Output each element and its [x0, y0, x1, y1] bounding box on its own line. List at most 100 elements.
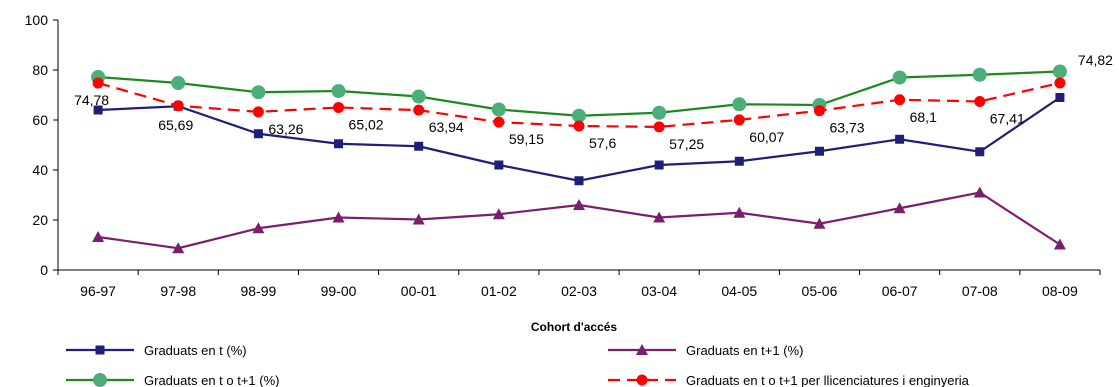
- data-point: [93, 105, 103, 115]
- data-point: [974, 95, 986, 107]
- data-point: [894, 94, 906, 106]
- data-point: [975, 147, 985, 157]
- y-tick-label: 0: [40, 262, 48, 278]
- data-label: 67,41: [990, 110, 1025, 126]
- x-tick-label: 02-03: [561, 283, 597, 299]
- legend-item: Graduats en t o t+1 (%): [66, 373, 279, 387]
- series-layer: [91, 64, 1067, 254]
- x-tick-label: 07-08: [962, 283, 998, 299]
- legend-label: Graduats en t o t+1 (%): [144, 373, 279, 387]
- data-point: [895, 134, 905, 144]
- axes: 0 20 40 60 80 100 96-97 97-98 98-99 99-00 00-01 01-…: [25, 12, 1101, 299]
- legend-item: Graduats en t o t+1 per llicenciatures i…: [608, 373, 970, 387]
- legend-item: Graduats en t (%): [66, 343, 247, 358]
- y-tick-label: 60: [32, 112, 48, 128]
- data-label: 63,73: [829, 120, 864, 136]
- x-tick-label: 04-05: [721, 283, 757, 299]
- data-point: [733, 114, 745, 126]
- data-point: [95, 345, 105, 355]
- data-point: [574, 176, 584, 186]
- data-point: [412, 213, 425, 225]
- data-label: 74,82: [1078, 52, 1113, 68]
- legend-item: Graduats en t+1 (%): [608, 343, 803, 358]
- data-point: [252, 222, 265, 234]
- data-point: [732, 97, 747, 112]
- x-tick-label: 06-07: [882, 283, 918, 299]
- x-tick-label: 05-06: [802, 283, 838, 299]
- data-point: [892, 70, 907, 85]
- data-point: [413, 104, 425, 116]
- data-label: 63,26: [268, 121, 303, 137]
- data-label: 60,07: [749, 129, 784, 145]
- data-point: [494, 160, 504, 170]
- data-point: [893, 202, 906, 214]
- x-axis-title: Cohort d'accés: [531, 320, 618, 334]
- data-point: [93, 373, 107, 387]
- data-point: [411, 89, 426, 104]
- data-point: [172, 242, 185, 254]
- data-point: [172, 100, 184, 112]
- y-tick-label: 80: [32, 62, 48, 78]
- x-tick-label: 08-09: [1042, 283, 1078, 299]
- data-point: [653, 121, 665, 133]
- data-point: [1054, 77, 1066, 89]
- data-point: [414, 141, 424, 151]
- data-point: [636, 344, 648, 355]
- data-point: [814, 146, 824, 156]
- data-point: [636, 374, 648, 386]
- x-tick-label: 00-01: [401, 283, 437, 299]
- data-point: [493, 116, 505, 128]
- series-1: [93, 93, 1065, 186]
- x-tick-label: 96-97: [80, 283, 116, 299]
- data-point: [171, 76, 186, 90]
- data-label: 59,15: [509, 131, 544, 147]
- x-tick-label: 01-02: [481, 283, 517, 299]
- data-point: [573, 120, 585, 132]
- data-point: [573, 199, 585, 210]
- y-tick-label: 40: [32, 162, 48, 178]
- data-point: [572, 108, 586, 123]
- data-point: [92, 77, 104, 89]
- data-point: [251, 85, 266, 100]
- data-label: 74,78: [74, 92, 109, 108]
- series-4: [92, 77, 1066, 133]
- legend-label: Graduats en t+1 (%): [686, 343, 803, 358]
- y-tick-label: 20: [32, 212, 48, 228]
- series-2: [92, 186, 1066, 254]
- data-point: [332, 211, 345, 223]
- data-point: [1055, 93, 1065, 102]
- data-point: [734, 156, 744, 166]
- data-label: 63,94: [429, 119, 464, 135]
- data-label: 68,1: [910, 109, 937, 125]
- data-point: [972, 67, 987, 82]
- legend: Graduats en t (%) Graduats en t+1 (%) Grad…: [66, 343, 970, 387]
- data-point: [973, 186, 986, 198]
- data-point: [331, 84, 346, 98]
- x-tick-label: 98-99: [240, 283, 276, 299]
- y-tick-label: 100: [25, 12, 49, 28]
- x-tick-label: 97-98: [160, 283, 196, 299]
- data-point: [92, 231, 105, 242]
- data-point: [1052, 64, 1067, 79]
- legend-label: Graduats en t (%): [144, 343, 247, 358]
- legend-label: Graduats en t o t+1 per llicenciatures i…: [686, 373, 970, 387]
- data-point: [652, 105, 667, 120]
- data-point: [813, 217, 826, 229]
- data-point: [253, 129, 263, 139]
- data-point: [813, 105, 825, 117]
- data-point: [733, 206, 746, 218]
- data-point: [654, 160, 664, 170]
- data-label: 57,25: [669, 136, 704, 152]
- x-tick-label: 03-04: [641, 283, 677, 299]
- data-point: [653, 211, 666, 223]
- data-label: 65,02: [349, 116, 384, 132]
- x-tick-label: 99-00: [321, 283, 357, 299]
- data-point: [334, 139, 344, 149]
- data-label: 57,6: [589, 135, 616, 151]
- data-label: 65,69: [158, 117, 193, 133]
- data-point: [252, 106, 264, 118]
- data-point: [491, 102, 506, 117]
- data-point: [492, 208, 505, 220]
- data-point: [1053, 238, 1066, 250]
